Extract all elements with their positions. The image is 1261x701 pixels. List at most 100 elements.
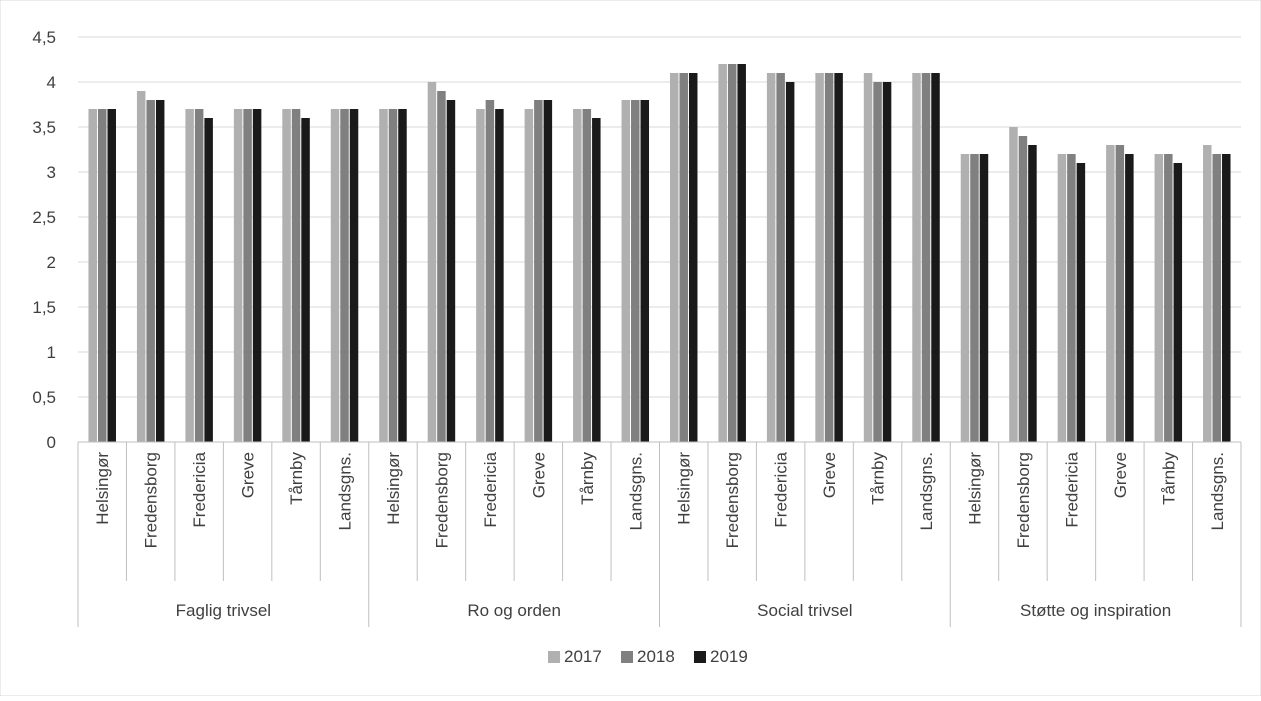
category-label: Fredensborg xyxy=(1014,452,1033,548)
category-label: Fredensborg xyxy=(432,452,451,548)
group-label: Social trivsel xyxy=(757,601,852,620)
bar xyxy=(640,100,650,442)
y-tick-label: 1 xyxy=(47,343,56,362)
bar xyxy=(873,82,882,442)
bar xyxy=(107,109,116,442)
category-label: Greve xyxy=(1111,452,1130,498)
category-label: Fredericia xyxy=(190,451,209,527)
bar xyxy=(1018,136,1028,442)
y-tick-label: 0 xyxy=(47,433,56,452)
category-label: Landsgns. xyxy=(336,452,355,530)
bar xyxy=(679,73,688,442)
bar xyxy=(427,82,437,442)
category-label: Greve xyxy=(239,452,258,498)
bar xyxy=(815,73,824,442)
bar xyxy=(330,109,340,442)
bar xyxy=(688,73,698,442)
bars xyxy=(88,64,1231,442)
bar xyxy=(495,109,504,442)
bar xyxy=(931,73,940,442)
bar xyxy=(398,109,407,442)
category-label: Helsingør xyxy=(675,452,694,525)
category-label: Greve xyxy=(529,452,548,498)
group-label: Ro og orden xyxy=(467,601,561,620)
category-label: Fredensborg xyxy=(142,452,161,548)
bar xyxy=(766,73,776,442)
bar xyxy=(155,100,165,442)
bar xyxy=(1106,145,1115,442)
category-label: Landsgns. xyxy=(626,452,645,530)
bar xyxy=(252,109,262,442)
bar xyxy=(388,109,398,442)
category-label: Tårnby xyxy=(1159,452,1178,505)
category-label: Helsingør xyxy=(93,452,112,525)
bar xyxy=(621,100,631,442)
category-label: Greve xyxy=(820,452,839,498)
category-label: Helsingør xyxy=(965,452,984,525)
bar xyxy=(776,73,785,442)
gridlines xyxy=(78,36,1241,443)
bar xyxy=(379,109,388,442)
bar xyxy=(669,73,679,442)
y-tick-label: 4 xyxy=(47,73,56,92)
y-tick-label: 3 xyxy=(47,163,56,182)
bar xyxy=(204,118,213,442)
bar xyxy=(912,73,921,442)
bar xyxy=(1067,154,1076,442)
bar xyxy=(543,100,553,442)
bar xyxy=(1222,154,1231,442)
bar xyxy=(921,73,931,442)
y-tick-label: 3,5 xyxy=(32,118,56,137)
bar xyxy=(960,154,970,442)
category-label: Fredensborg xyxy=(723,452,742,548)
bar xyxy=(1203,145,1212,442)
legend-swatch xyxy=(621,651,633,663)
bar xyxy=(863,73,873,442)
bar xyxy=(970,154,979,442)
bar xyxy=(882,82,892,442)
bar xyxy=(573,109,582,442)
group-label: Faglig trivsel xyxy=(176,601,271,620)
bar xyxy=(437,91,446,442)
bar xyxy=(1076,163,1086,442)
bar xyxy=(834,73,843,442)
bar xyxy=(301,118,310,442)
y-tick-label: 0,5 xyxy=(32,388,56,407)
bar xyxy=(340,109,349,442)
bar xyxy=(243,109,252,442)
bar xyxy=(185,109,194,442)
legend: 2017 2018 2019 xyxy=(548,647,748,666)
category-label: Tårnby xyxy=(287,452,306,505)
bar xyxy=(534,100,543,442)
bar xyxy=(282,109,291,442)
bar xyxy=(194,109,204,442)
legend-label: 2018 xyxy=(637,647,675,666)
bar xyxy=(446,100,456,442)
bar xyxy=(718,64,727,442)
category-label: Landsgns. xyxy=(1208,452,1227,530)
y-tick-label: 1,5 xyxy=(32,298,56,317)
bar xyxy=(1164,154,1173,442)
x-axis: Helsingør Fredensborg Fredericia Greve Tårnb… xyxy=(77,441,1242,627)
bar xyxy=(349,109,359,442)
bar xyxy=(291,109,301,442)
category-label: Helsingør xyxy=(384,452,403,525)
bar xyxy=(1115,145,1125,442)
category-label: Fredericia xyxy=(1062,451,1081,527)
category-label: Tårnby xyxy=(578,452,597,505)
bar xyxy=(524,109,534,442)
bar xyxy=(1173,163,1183,442)
bar xyxy=(136,91,146,442)
bar xyxy=(785,82,795,442)
bar xyxy=(97,109,107,442)
legend-swatch xyxy=(548,651,560,663)
bar xyxy=(1028,145,1037,442)
bar xyxy=(233,109,243,442)
category-label: Tårnby xyxy=(869,452,888,505)
bar xyxy=(88,109,97,442)
y-tick-label: 2,5 xyxy=(32,208,56,227)
y-axis-ticks: 0 0,5 1 1,5 2 2,5 3 3,5 4 4,5 xyxy=(32,28,56,452)
bar xyxy=(631,100,640,442)
group-label: Støtte og inspiration xyxy=(1020,601,1171,620)
